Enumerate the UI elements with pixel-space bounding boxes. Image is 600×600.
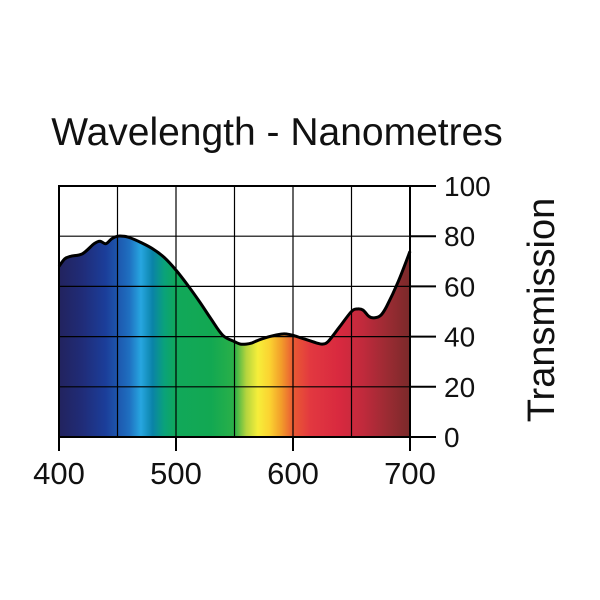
x-axis-ticks: 400 500 600 700 bbox=[33, 437, 436, 491]
y-tick-label: 20 bbox=[444, 372, 475, 403]
plot-frame bbox=[58, 185, 411, 438]
y-tick-label: 0 bbox=[444, 422, 460, 453]
y-axis-label: Transmission bbox=[521, 198, 563, 423]
x-tick-label: 700 bbox=[384, 456, 436, 491]
y-tick-label: 40 bbox=[444, 322, 475, 353]
y-tick-label: 80 bbox=[444, 221, 475, 252]
y-tick-label: 60 bbox=[444, 271, 475, 302]
x-tick-label: 500 bbox=[150, 456, 202, 491]
y-tick-label: 100 bbox=[444, 171, 491, 202]
chart-title: Wavelength - Nanometres bbox=[51, 111, 503, 154]
x-tick-label: 600 bbox=[267, 456, 319, 491]
x-tick-label: 400 bbox=[33, 456, 85, 491]
transmission-curve bbox=[57, 234, 412, 346]
y-axis-ticks: 0 20 40 60 80 100 bbox=[410, 171, 491, 453]
